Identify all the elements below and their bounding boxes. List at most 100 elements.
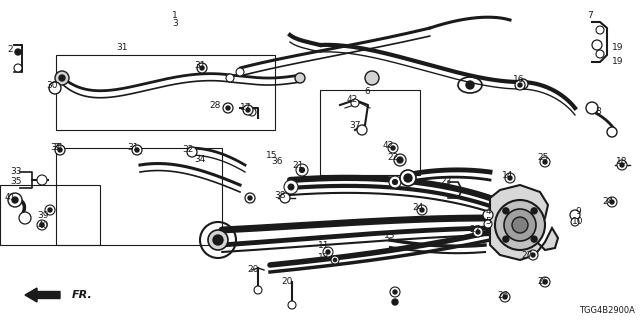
Circle shape bbox=[12, 197, 18, 203]
Circle shape bbox=[243, 105, 253, 115]
Text: 11: 11 bbox=[318, 242, 330, 251]
Circle shape bbox=[404, 174, 412, 182]
Text: 23: 23 bbox=[440, 178, 452, 187]
Text: 31: 31 bbox=[52, 143, 64, 153]
Circle shape bbox=[226, 74, 234, 82]
Circle shape bbox=[135, 148, 139, 152]
Text: 7: 7 bbox=[587, 11, 593, 20]
Text: 27: 27 bbox=[522, 251, 532, 260]
Circle shape bbox=[620, 163, 624, 167]
Circle shape bbox=[254, 286, 262, 294]
Circle shape bbox=[518, 83, 522, 87]
Text: 3: 3 bbox=[172, 20, 178, 28]
Polygon shape bbox=[490, 185, 558, 260]
Circle shape bbox=[617, 160, 627, 170]
Circle shape bbox=[484, 220, 492, 228]
Text: 31: 31 bbox=[127, 143, 139, 153]
Circle shape bbox=[420, 208, 424, 212]
Text: 33: 33 bbox=[10, 167, 22, 177]
Circle shape bbox=[248, 196, 252, 200]
Circle shape bbox=[245, 193, 255, 203]
Text: 16: 16 bbox=[513, 75, 525, 84]
Text: 32: 32 bbox=[182, 145, 194, 154]
Circle shape bbox=[483, 210, 493, 220]
Circle shape bbox=[543, 280, 547, 284]
Text: 4: 4 bbox=[485, 207, 491, 217]
Text: 41: 41 bbox=[4, 194, 16, 203]
Circle shape bbox=[333, 259, 337, 262]
Circle shape bbox=[500, 292, 510, 302]
Circle shape bbox=[300, 168, 305, 172]
Circle shape bbox=[49, 82, 61, 94]
Circle shape bbox=[531, 208, 537, 214]
Text: 35: 35 bbox=[10, 178, 22, 187]
Text: 30: 30 bbox=[46, 81, 58, 90]
Circle shape bbox=[248, 108, 256, 116]
Circle shape bbox=[58, 148, 62, 152]
Text: 24: 24 bbox=[412, 204, 424, 212]
Circle shape bbox=[246, 108, 250, 112]
Circle shape bbox=[236, 68, 244, 76]
Circle shape bbox=[37, 220, 47, 230]
Circle shape bbox=[397, 157, 403, 163]
Circle shape bbox=[392, 299, 398, 305]
Text: 26: 26 bbox=[497, 291, 509, 300]
Circle shape bbox=[610, 200, 614, 204]
Circle shape bbox=[392, 180, 397, 184]
Circle shape bbox=[607, 127, 617, 137]
Text: 22: 22 bbox=[387, 154, 399, 163]
Text: 20: 20 bbox=[282, 277, 292, 286]
Text: 13: 13 bbox=[384, 230, 396, 239]
Circle shape bbox=[391, 146, 395, 150]
Text: 36: 36 bbox=[271, 157, 283, 166]
Text: 42: 42 bbox=[382, 140, 394, 149]
Text: 38: 38 bbox=[275, 190, 285, 199]
Circle shape bbox=[596, 50, 604, 58]
Circle shape bbox=[586, 102, 598, 114]
Text: 27: 27 bbox=[469, 226, 481, 235]
Text: 14: 14 bbox=[502, 171, 514, 180]
Circle shape bbox=[417, 205, 427, 215]
Text: 15: 15 bbox=[266, 150, 278, 159]
Circle shape bbox=[59, 75, 65, 81]
Text: 31: 31 bbox=[51, 143, 61, 153]
Text: 9: 9 bbox=[575, 207, 581, 217]
Circle shape bbox=[393, 290, 397, 294]
Circle shape bbox=[15, 49, 21, 55]
Circle shape bbox=[213, 235, 223, 245]
Circle shape bbox=[466, 81, 474, 89]
Text: 1: 1 bbox=[172, 11, 178, 20]
Circle shape bbox=[187, 147, 197, 157]
Text: 25: 25 bbox=[538, 154, 548, 163]
Text: 28: 28 bbox=[209, 100, 221, 109]
Circle shape bbox=[296, 164, 308, 176]
Circle shape bbox=[40, 223, 44, 227]
Circle shape bbox=[388, 143, 398, 153]
Circle shape bbox=[400, 170, 416, 186]
Circle shape bbox=[197, 63, 207, 73]
Circle shape bbox=[390, 287, 400, 297]
Circle shape bbox=[288, 301, 296, 309]
Text: 2: 2 bbox=[7, 45, 13, 54]
Circle shape bbox=[543, 160, 547, 164]
Circle shape bbox=[508, 176, 512, 180]
Circle shape bbox=[518, 79, 528, 89]
Circle shape bbox=[571, 218, 579, 226]
Text: 31: 31 bbox=[195, 60, 205, 69]
Circle shape bbox=[512, 217, 528, 233]
Circle shape bbox=[351, 99, 359, 107]
Circle shape bbox=[504, 209, 536, 241]
Circle shape bbox=[132, 145, 142, 155]
Circle shape bbox=[19, 212, 31, 224]
Text: TGG4B2900A: TGG4B2900A bbox=[579, 306, 635, 315]
Circle shape bbox=[503, 295, 507, 299]
Circle shape bbox=[503, 208, 509, 214]
Text: 6: 6 bbox=[364, 87, 370, 97]
Circle shape bbox=[284, 180, 298, 194]
Circle shape bbox=[505, 173, 515, 183]
Circle shape bbox=[570, 210, 580, 220]
Circle shape bbox=[288, 184, 294, 190]
Circle shape bbox=[503, 236, 509, 242]
Text: FR.: FR. bbox=[72, 290, 93, 300]
Text: 5: 5 bbox=[485, 218, 491, 227]
